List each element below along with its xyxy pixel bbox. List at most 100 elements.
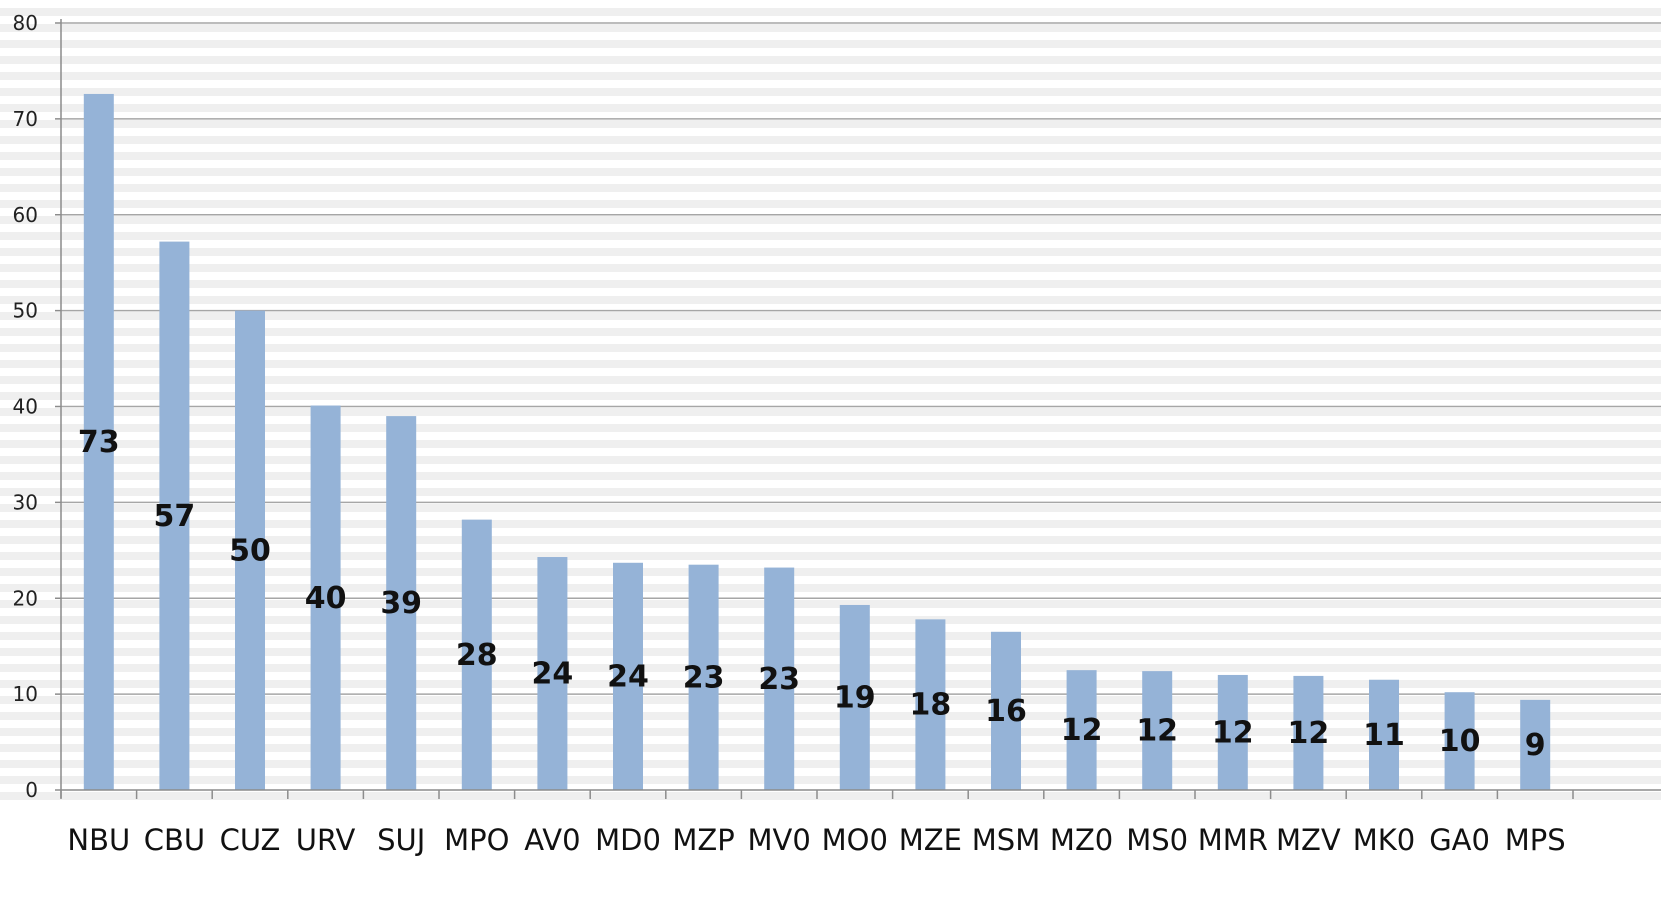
- background-stripe: [0, 24, 1661, 32]
- x-tick-label: MMR: [1198, 823, 1268, 857]
- x-tick-label: MS0: [1126, 823, 1188, 857]
- background-stripe: [0, 344, 1661, 352]
- data-labels: 73 57 50 40 39 28 24 24 23 23 19 18 16 12 12 12 12 11 10 9: [78, 425, 1546, 763]
- axes: [60, 19, 1661, 799]
- background-stripe: [0, 504, 1661, 512]
- background-stripe: [0, 712, 1661, 720]
- data-label: 28: [456, 638, 498, 673]
- background-stripe: [0, 744, 1661, 752]
- x-tick-label: MZP: [672, 823, 734, 857]
- background-stripe: [0, 520, 1661, 528]
- x-tick-label: MK0: [1353, 823, 1416, 857]
- bar: [991, 631, 1021, 790]
- y-tick-label: 10: [13, 682, 38, 706]
- data-label: 12: [1288, 716, 1330, 751]
- background-stripe: [0, 152, 1661, 160]
- data-label: 11: [1363, 718, 1405, 753]
- bars: [83, 93, 1551, 791]
- background-stripe: [0, 184, 1661, 192]
- bar: [1520, 699, 1551, 790]
- background-stripe: [0, 792, 1661, 800]
- x-tick-label: MPO: [444, 823, 509, 857]
- background-stripe: [0, 296, 1661, 304]
- background-stripe: [0, 472, 1661, 480]
- background-stripe: [0, 232, 1661, 240]
- data-label: 10: [1439, 724, 1481, 759]
- background-stripe: [0, 776, 1661, 784]
- bar: [839, 604, 870, 790]
- background-stripe: [0, 8, 1661, 16]
- bar: [83, 93, 114, 790]
- background-stripe: [0, 600, 1661, 608]
- background-stripe: [0, 424, 1661, 432]
- background-stripe: [0, 456, 1661, 464]
- data-label: 23: [683, 660, 725, 695]
- data-label: 18: [910, 688, 952, 723]
- bar: [310, 405, 341, 790]
- bar: [613, 562, 643, 790]
- background-stripe: [0, 280, 1661, 288]
- y-tick-label: 20: [13, 586, 38, 610]
- data-label: 12: [1061, 713, 1103, 748]
- data-label: 40: [305, 581, 347, 616]
- y-tick-label: 0: [25, 778, 38, 802]
- background-stripe: [0, 120, 1661, 128]
- background-stripe: [0, 328, 1661, 336]
- y-tick-label: 40: [13, 395, 38, 419]
- bar: [537, 557, 568, 790]
- background-stripe: [0, 440, 1661, 448]
- background-stripe: [0, 216, 1661, 224]
- x-tick-label: NBU: [67, 823, 130, 857]
- background-stripe: [0, 168, 1661, 176]
- data-label: 57: [154, 499, 196, 534]
- bar: [1369, 679, 1399, 790]
- x-axis-labels: NBU CBU CUZ URV SUJ MPO AV0 MD0 MZP MV0 MO0 MZE MSM M…: [67, 823, 1565, 857]
- x-tick-label: MSM: [972, 823, 1040, 857]
- background-stripe: [0, 136, 1661, 144]
- background-stripe: [0, 664, 1661, 672]
- background-stripe: [0, 584, 1661, 592]
- background-stripe: [0, 680, 1661, 688]
- x-tick-label: CUZ: [220, 823, 281, 857]
- x-tick-label: MZE: [899, 823, 962, 857]
- bar: [235, 310, 265, 790]
- bar: [915, 619, 946, 790]
- data-label: 50: [229, 533, 271, 568]
- background-stripe: [0, 728, 1661, 736]
- data-label: 73: [78, 425, 120, 460]
- x-tick-label: MV0: [748, 823, 811, 857]
- background-stripe: [0, 568, 1661, 576]
- data-label: 23: [758, 662, 800, 697]
- background-stripe: [0, 312, 1661, 320]
- data-label: 16: [985, 694, 1027, 729]
- bar: [1293, 675, 1324, 790]
- y-tick-label: 50: [13, 299, 38, 323]
- y-tick-label: 60: [13, 203, 38, 227]
- background-stripe: [0, 248, 1661, 256]
- x-tick-label: MZ0: [1050, 823, 1113, 857]
- bar: [1066, 670, 1097, 790]
- x-tick-label: MPS: [1505, 823, 1566, 857]
- bar: [688, 564, 719, 790]
- background-stripe: [0, 552, 1661, 560]
- background-stripe: [0, 488, 1661, 496]
- data-label: 12: [1212, 715, 1254, 750]
- background-stripe: [0, 648, 1661, 656]
- background-stripe: [0, 56, 1661, 64]
- background-stripe: [0, 696, 1661, 704]
- x-tick-label: MD0: [595, 823, 661, 857]
- x-tick-label: GA0: [1429, 823, 1490, 857]
- background-stripe: [0, 408, 1661, 416]
- x-tick-label: MO0: [822, 823, 888, 857]
- bar: [461, 519, 492, 790]
- background-stripe: [0, 392, 1661, 400]
- bar: [159, 241, 190, 791]
- background-stripe: [0, 104, 1661, 112]
- background-stripe: [0, 616, 1661, 624]
- background-stripe: [0, 72, 1661, 80]
- bar: [1444, 692, 1475, 790]
- data-label: 24: [532, 657, 574, 692]
- x-tick-label: MZV: [1276, 823, 1341, 857]
- bar: [1142, 671, 1173, 790]
